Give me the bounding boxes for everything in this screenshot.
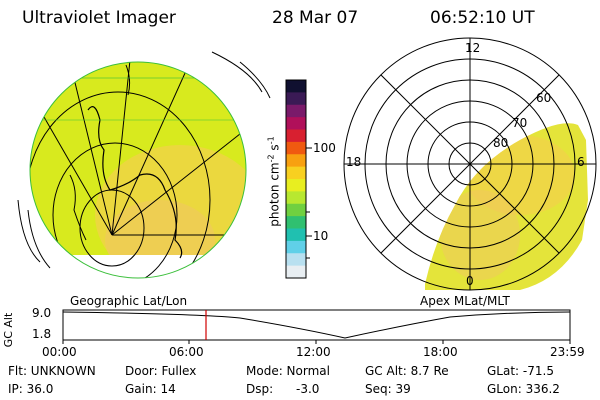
timeline-ytick-low: 1.8 [32,327,52,341]
gain-info: Gain: 14 [125,382,176,396]
colorbar-segment [286,191,306,205]
colorbar-tick-low: 10 [313,229,329,243]
mlt-label-6: 6 [577,155,585,169]
timeline-xtick-1800: 18:00 [423,345,458,359]
colorbar-segment [286,240,306,254]
colorbar [286,80,306,279]
polar-plot [343,37,597,291]
aurora-disk [30,62,246,278]
seq-info: Seq: 39 [365,382,411,396]
colorbar-segment [286,104,306,118]
mode-info: Mode: Normal [246,364,330,378]
altitude-timeline [62,309,571,344]
timeline-xtick-1200: 12:00 [296,345,331,359]
colorbar-segment [286,265,306,279]
colorbar-segment [286,166,306,180]
colorbar-segment [286,216,306,230]
colorbar-segment [286,253,306,267]
mlat-label-80: 80 [493,136,509,150]
colorbar-tick-high: 100 [313,141,336,155]
ip-info: IP: 36.0 [8,382,54,396]
glon-info: GLon: 336.2 [487,382,560,396]
colorbar-segment [286,80,306,93]
dsp-key: Dsp: [246,382,274,396]
timeline-xtick-2359: 23:59 [550,345,585,359]
colorbar-unit-label: photon cm-2 s-1 [266,136,282,227]
instrument-title: Ultraviolet Imager [22,8,176,28]
dsp-value: -3.0 [296,382,320,396]
timeline-xtick-0000: 00:00 [42,345,77,359]
timeline-xtick-0600: 06:00 [169,345,204,359]
colorbar-segment [286,117,306,131]
geographic-caption: Geographic Lat/Lon [70,294,188,308]
colorbar-segment [286,179,306,192]
colorbar-segment [286,154,306,168]
geographic-image [17,37,597,291]
glat-info: GLat: -71.5 [487,364,554,378]
colorbar-segment [286,129,306,143]
colorbar-segment [286,203,306,217]
flight-info: Flt: UNKNOWN [8,364,96,378]
apex-caption: Apex MLat/MLT [420,294,510,308]
mlat-label-60: 60 [536,91,552,105]
mlat-label-70: 70 [512,116,528,130]
mlt-label-18: 18 [346,155,362,169]
timeline-ytick-high: 9.0 [32,306,52,320]
mlt-label-0: 0 [466,274,474,288]
colorbar-segment [286,228,306,242]
colorbar-segment [286,92,306,106]
mlt-label-12: 12 [465,41,481,55]
gc-alt-info: GC Alt: 8.7 Re [365,364,449,378]
door-info: Door: Fullex [125,364,197,378]
time-label: 06:52:10 UT [430,8,535,28]
colorbar-segment [286,141,306,155]
date-label: 28 Mar 07 [272,8,359,28]
